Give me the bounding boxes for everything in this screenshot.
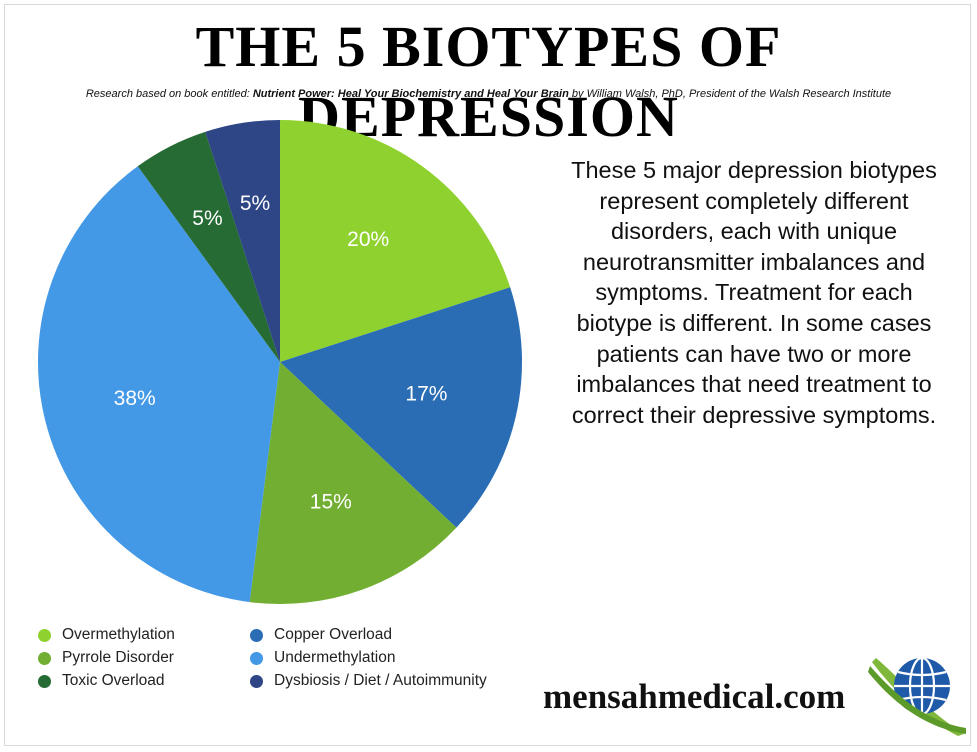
legend-label: Undermethylation xyxy=(274,649,396,666)
pie-label: 20% xyxy=(347,228,389,251)
legend-item-dysbiosis: Dysbiosis / Diet / Autoimmunity xyxy=(250,670,550,692)
brand-wordmark[interactable]: mensahmedical.com xyxy=(543,677,846,716)
legend-label: Pyrrole Disorder xyxy=(62,649,174,666)
legend-item-pyrrole-disorder: Pyrrole Disorder xyxy=(38,647,250,669)
legend-label: Copper Overload xyxy=(274,626,393,643)
legend-item-copper-overload: Copper Overload xyxy=(250,624,550,646)
swoosh-lower-shape xyxy=(868,666,966,734)
legend-swatch xyxy=(38,628,51,642)
subtitle-book-title: Nutrient Power: Heal Your Biochemistry a… xyxy=(252,88,569,100)
subtitle-prefix: Research based on book entitled: xyxy=(85,88,253,100)
legend-item-toxic-overload: Toxic Overload xyxy=(38,670,250,692)
pie-slice-overmethylation xyxy=(280,120,511,362)
legend-label: Overmethylation xyxy=(62,626,175,643)
legend-swatch xyxy=(38,651,51,665)
legend-swatch xyxy=(250,674,263,688)
pie-label: 17% xyxy=(405,382,447,405)
pie-slice-dysbiosis-diet-autoimmunity xyxy=(205,120,280,362)
legend-swatch xyxy=(38,674,51,688)
pie-slice-copper-overload xyxy=(280,287,522,528)
subtitle: Research based on book entitled: Nutrien… xyxy=(0,86,977,102)
subtitle-suffix: by William Walsh, PhD, President of the … xyxy=(568,88,892,100)
pie-label: 15% xyxy=(310,491,352,514)
pie-slice-undermethylation xyxy=(38,166,281,603)
legend-label: Dysbiosis / Diet / Autoimmunity xyxy=(274,672,487,689)
globe-swoosh-icon xyxy=(868,656,966,736)
legend-swatch xyxy=(250,628,263,642)
pie-label: 5% xyxy=(192,207,222,230)
pie-slice-toxic-overload xyxy=(137,131,280,362)
pie-slice-pyrrole-disorder xyxy=(249,362,457,604)
pie-label: 38% xyxy=(114,387,156,410)
legend-item-undermethylation: Undermethylation xyxy=(250,647,550,669)
description-text: These 5 major depression biotypes repres… xyxy=(571,157,937,428)
swoosh-shape xyxy=(872,658,964,736)
pie-label: 5% xyxy=(240,192,270,215)
page-frame xyxy=(4,4,971,746)
pie-chart: 20% 17% 15% 38% 5% 5% xyxy=(38,120,522,604)
legend-label: Toxic Overload xyxy=(62,672,165,689)
chart-legend: Overmethylation Copper Overload Pyrrole … xyxy=(38,624,558,692)
legend-item-overmethylation: Overmethylation xyxy=(38,624,250,646)
legend-swatch xyxy=(250,651,263,665)
